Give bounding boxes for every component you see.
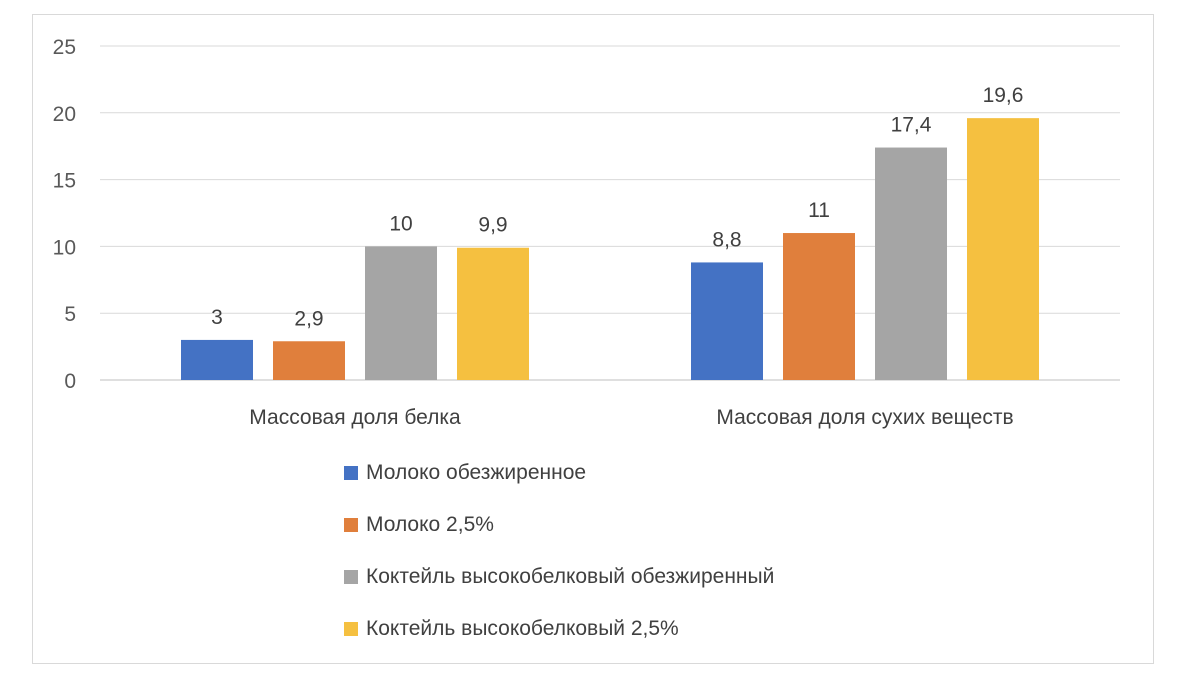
bar [273,341,345,380]
data-label: 9,9 [478,214,507,237]
y-tick-label: 25 [53,36,76,59]
legend-swatch [344,518,358,532]
y-tick-label: 10 [53,236,76,259]
data-label: 2,9 [294,307,323,330]
category-label: Массовая доля сухих веществ [716,406,1013,429]
legend-swatch [344,570,358,584]
legend-item-protein-shake-skim: Коктейль высокобелковый обезжиренный [344,558,774,596]
data-label: 3 [211,306,223,329]
bar [967,118,1039,381]
legend-label: Молоко 2,5% [366,513,494,536]
y-tick-label: 20 [53,103,76,126]
data-label: 8,8 [712,228,741,251]
legend-label: Коктейль высокобелковый 2,5% [366,617,679,640]
bar [457,247,529,380]
data-label: 19,6 [983,84,1024,107]
legend-swatch [344,466,358,480]
legend-item-skim-milk: Молоко обезжиренное [344,454,586,492]
y-tick-label: 15 [53,170,76,193]
data-label: 11 [808,199,830,222]
legend-swatch [344,622,358,636]
legend-label: Коктейль высокобелковый обезжиренный [366,565,775,588]
y-tick-label: 0 [64,370,76,393]
data-label: 17,4 [891,114,932,137]
bar [875,147,947,380]
bar [691,262,763,380]
bar [783,233,855,380]
legend-label: Молоко обезжиренное [366,461,587,484]
data-label: 10 [389,212,412,235]
y-tick-label: 5 [64,303,76,326]
category-label: Массовая доля белка [249,406,461,429]
bar [181,339,253,380]
bar [365,246,437,380]
legend-item-protein-shake-2-5: Коктейль высокобелковый 2,5% [344,610,679,648]
legend-item-milk-2-5: Молоко 2,5% [344,506,494,544]
